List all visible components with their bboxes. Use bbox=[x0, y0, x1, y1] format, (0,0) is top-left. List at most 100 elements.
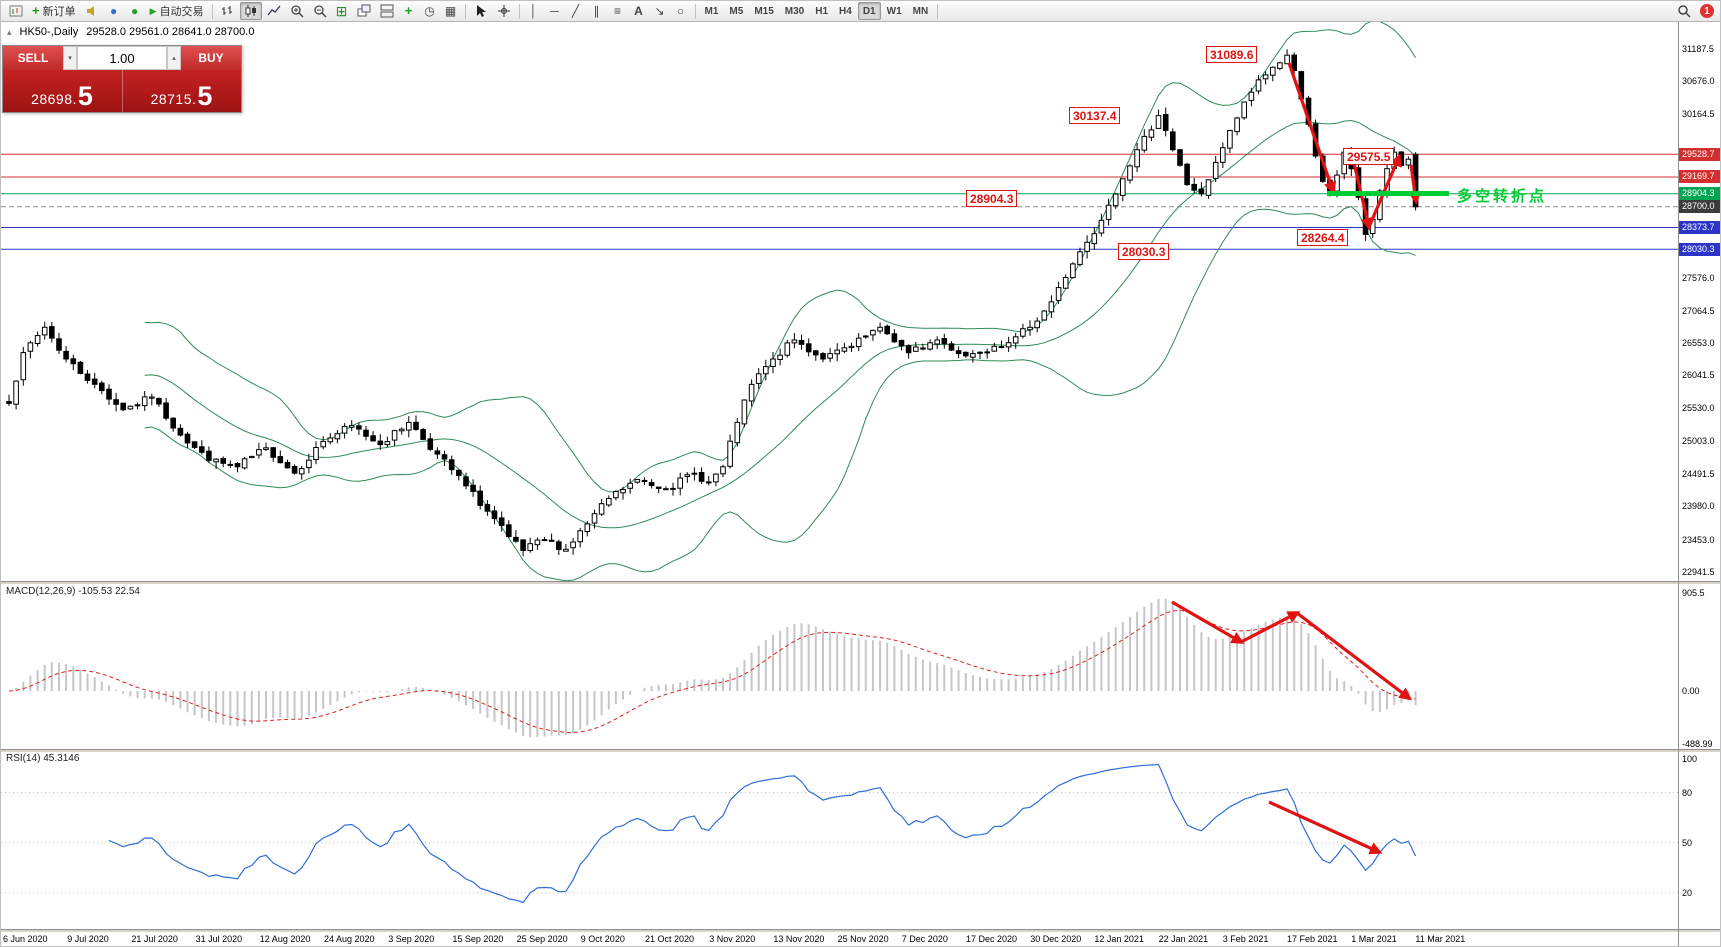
date-axis-label: 12 Jan 2021 bbox=[1094, 934, 1144, 944]
tile-windows-icon[interactable]: ⊞ bbox=[332, 2, 352, 20]
timeframe-h1[interactable]: H1 bbox=[810, 2, 833, 20]
date-axis-label: 3 Sep 2020 bbox=[388, 934, 435, 944]
play-circle-icon[interactable]: ● bbox=[125, 2, 145, 20]
price-axis-separator bbox=[1678, 22, 1679, 946]
trade-panel-controls: SELL ▾ ▴ BUY bbox=[3, 46, 241, 70]
price-annotation-29575.5[interactable]: 29575.5 bbox=[1343, 148, 1395, 165]
price-axis-highlight-28700.0: 28700.0 bbox=[1679, 200, 1720, 214]
volume-input[interactable] bbox=[77, 46, 167, 70]
rsi-axis-label: 100 bbox=[1682, 754, 1698, 764]
channel-tool-icon[interactable]: ∥ bbox=[587, 2, 607, 20]
chart-window-icon[interactable] bbox=[5, 2, 27, 20]
indicators-icon[interactable]: + bbox=[399, 2, 419, 20]
symbol-period-label: HK50-,Daily bbox=[19, 26, 79, 38]
sell-button[interactable]: SELL bbox=[3, 46, 63, 70]
price-axis-label: 27576.0 bbox=[1682, 273, 1715, 284]
timeframe-m5[interactable]: M5 bbox=[724, 2, 748, 20]
trade-panel-prices: 28698. 5 28715. 5 bbox=[3, 70, 241, 112]
macd-axis-label: 905.5 bbox=[1682, 588, 1705, 599]
price-axis-highlight-29528.7: 29528.7 bbox=[1679, 147, 1720, 161]
price-axis-label: 26041.5 bbox=[1682, 370, 1715, 381]
cascade-windows-icon[interactable] bbox=[353, 2, 375, 20]
timeframe-group: M1 M5 M15 M30 H1 H4 D1 W1 MN bbox=[700, 2, 934, 20]
date-axis-label: 21 Oct 2020 bbox=[645, 934, 695, 944]
cursor-icon[interactable] bbox=[470, 2, 492, 20]
buy-price-main: 28715. bbox=[150, 91, 197, 107]
date-axis-label: 17 Feb 2021 bbox=[1287, 934, 1338, 944]
date-axis-label: 17 Dec 2020 bbox=[966, 934, 1018, 944]
search-icon[interactable] bbox=[1673, 2, 1695, 20]
volume-decrease-button[interactable]: ▾ bbox=[63, 46, 77, 70]
date-axis-label: 13 Nov 2020 bbox=[773, 934, 825, 944]
price-axis-label: 26553.0 bbox=[1682, 337, 1715, 348]
trendline-tool-icon[interactable]: ╱ bbox=[566, 2, 586, 20]
macd-indicator-label: MACD(12,26,9) -105.53 22.54 bbox=[6, 586, 140, 597]
arrange-windows-icon[interactable] bbox=[376, 2, 398, 20]
date-axis-label: 12 Aug 2020 bbox=[259, 934, 311, 944]
text-tool-icon[interactable]: A bbox=[629, 2, 649, 20]
price-annotation-28904.3[interactable]: 28904.3 bbox=[966, 190, 1018, 207]
speaker-icon[interactable] bbox=[81, 2, 103, 20]
pane-separator-rsi[interactable] bbox=[1, 749, 1720, 752]
notification-badge[interactable]: 1 bbox=[1700, 4, 1714, 18]
shapes-tool-icon[interactable]: ○ bbox=[671, 2, 691, 20]
mini-chart-icon bbox=[9, 5, 23, 17]
line-chart-icon[interactable] bbox=[263, 2, 285, 20]
timeframe-m1[interactable]: M1 bbox=[700, 2, 724, 20]
turning-point-line[interactable] bbox=[1327, 191, 1449, 196]
price-annotation-28030.3[interactable]: 28030.3 bbox=[1118, 243, 1170, 260]
price-axis-label: 24491.5 bbox=[1682, 468, 1715, 479]
pane-separator-macd[interactable] bbox=[1, 581, 1720, 584]
price-axis-label: 27064.5 bbox=[1682, 305, 1715, 316]
price-annotation-28264.4[interactable]: 28264.4 bbox=[1297, 229, 1349, 246]
bars-chart-icon[interactable] bbox=[217, 2, 239, 20]
volume-increase-button[interactable]: ▴ bbox=[167, 46, 181, 70]
price-annotation-31089.6[interactable]: 31089.6 bbox=[1206, 46, 1258, 63]
templates-icon[interactable]: ▦ bbox=[441, 2, 461, 20]
date-axis-label: 25 Nov 2020 bbox=[837, 934, 889, 944]
crosshair-icon[interactable] bbox=[493, 2, 515, 20]
candlestick-chart-icon[interactable] bbox=[239, 2, 262, 20]
zoom-in-icon[interactable] bbox=[286, 2, 308, 20]
collapse-icon[interactable]: ▴ bbox=[7, 26, 12, 37]
buy-button[interactable]: BUY bbox=[181, 46, 241, 70]
macd-axis-label: 0.00 bbox=[1682, 686, 1700, 696]
arrow-objects-icon[interactable]: ↘ bbox=[650, 2, 670, 20]
period-icon[interactable]: ◷ bbox=[420, 2, 440, 20]
fibonacci-tool-icon[interactable]: ≡ bbox=[608, 2, 628, 20]
timeframe-d1[interactable]: D1 bbox=[857, 2, 881, 20]
date-axis-label: 1 Mar 2021 bbox=[1351, 934, 1397, 944]
date-axis-label: 7 Dec 2020 bbox=[901, 934, 948, 944]
zoom-out-icon[interactable] bbox=[309, 2, 331, 20]
price-axis-label: 30164.5 bbox=[1682, 108, 1715, 119]
buy-price[interactable]: 28715. 5 bbox=[122, 70, 241, 112]
date-axis-label: 3 Feb 2021 bbox=[1222, 934, 1269, 944]
new-order-label: 新订单 bbox=[42, 6, 76, 18]
price-annotation-30137.4[interactable]: 30137.4 bbox=[1069, 107, 1121, 124]
globe-icon[interactable]: ● bbox=[104, 2, 124, 20]
toolbar-separator bbox=[464, 3, 466, 19]
main-toolbar: + 新订单 ● ● ▶ 自动交易 ⊞ bbox=[1, 1, 1720, 22]
new-order-button[interactable]: + 新订单 bbox=[28, 2, 80, 20]
price-axis-label: 31187.5 bbox=[1682, 44, 1714, 54]
price-axis-label: 22941.5 bbox=[1682, 567, 1715, 577]
buy-price-pip: 5 bbox=[197, 81, 213, 111]
autotrading-button[interactable]: ▶ 自动交易 bbox=[146, 2, 208, 20]
date-axis-label: 9 Jul 2020 bbox=[67, 934, 109, 944]
horizontal-line-tool-icon[interactable]: ─ bbox=[545, 2, 565, 20]
timeframe-w1[interactable]: W1 bbox=[882, 2, 907, 20]
price-axis-highlight-28373.7: 28373.7 bbox=[1679, 220, 1720, 234]
plus-icon: + bbox=[32, 3, 40, 18]
timeframe-h4[interactable]: H4 bbox=[834, 2, 857, 20]
rsi-axis-label: 80 bbox=[1682, 787, 1693, 798]
rsi-axis-label: 50 bbox=[1682, 837, 1693, 848]
vertical-line-tool-icon[interactable]: │ bbox=[524, 2, 544, 20]
date-axis-label: 25 Sep 2020 bbox=[516, 934, 568, 944]
sell-price[interactable]: 28698. 5 bbox=[3, 70, 123, 112]
play-icon: ▶ bbox=[149, 5, 157, 16]
timeframe-mn[interactable]: MN bbox=[908, 2, 934, 20]
timeframe-m30[interactable]: M30 bbox=[780, 2, 809, 20]
price-axis-highlight-28904.3: 28904.3 bbox=[1679, 187, 1720, 201]
timeframe-m15[interactable]: M15 bbox=[749, 2, 778, 20]
